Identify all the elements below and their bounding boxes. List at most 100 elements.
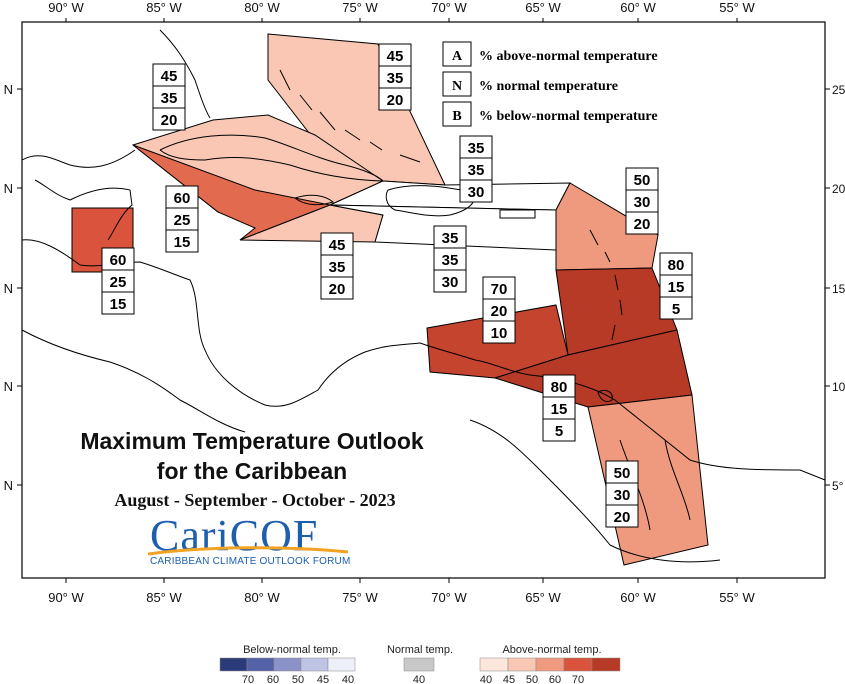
prob-value-normal: 25 [110,274,127,291]
colorbar-tick: 40 [342,674,354,684]
lon-bottom-80w: 80° W [244,590,280,605]
colorbar-above-title: Above-normal temp. [502,644,601,656]
colorbar-tick: 70 [572,674,584,684]
colorbar-tick: 60 [267,674,279,684]
colorbar-swatch [535,657,565,672]
map-title-line2: for the Caribbean [156,458,348,484]
prob-cell-below [378,87,412,111]
prob-value-above: 70 [491,281,508,298]
trinidad-coast [597,389,613,403]
lat-right-10: 10° [832,380,845,394]
key-text-a: % above-normal temperature [479,49,658,64]
lon-bottom-55w: 55° W [719,590,755,605]
lon-bottom-60w: 60° W [620,590,656,605]
lon-top-90w: 90° W [48,0,84,15]
prob-box-guianas: 50 30 20 [605,460,639,528]
lat-left-15n: N [4,281,13,296]
prob-value-below: 30 [442,274,459,291]
bahamas-islands [279,69,421,163]
lon-bottom-85w: 85° W [146,590,182,605]
prob-value-above: 45 [161,68,178,85]
prob-box-abc-islands: 70 20 10 [482,276,516,344]
prob-value-above: 50 [634,172,651,189]
colorbar-below: 70 60 50 45 40 [219,657,356,684]
prob-value-below: 5 [555,423,563,440]
colorbar-swatch [246,657,275,672]
lat-axis: N N N N N 25° 20° 15° 10° 5° [4,82,845,493]
prob-value-normal: 35 [468,162,485,179]
colorbar-below-title: Below-normal temp. [243,644,341,656]
yucatan-coast [34,179,133,241]
prob-value-above: 60 [110,252,127,269]
prob-box-trinidad-venezuela: 80 15 5 [542,374,576,442]
prob-value-normal: 25 [174,212,191,229]
florida-coast [159,29,211,119]
colorbar-tick: 60 [549,674,561,684]
prob-value-above: 50 [614,465,631,482]
colorbar-above: 40 45 50 60 70 [479,657,621,684]
prob-cell-below [165,229,199,253]
lon-top-85w: 85° W [146,0,182,15]
colorbar-swatch [300,657,329,672]
map-title-line1: Maximum Temperature Outlook [80,428,424,454]
south-america-north-coast [419,342,826,481]
prob-box-cuba: 45 35 20 [152,63,186,131]
prob-value-normal: 20 [491,303,508,320]
prob-cell-below [320,276,354,300]
prob-cell-below [152,107,186,131]
lon-top-75w: 75° W [342,0,378,15]
lesser-antilles-chain [589,229,623,341]
prob-box-cayman-west-cuba: 60 25 15 [165,185,199,253]
key-box-n [442,71,472,97]
abn-key: A % above-normal temperature N % normal … [442,41,658,127]
colorbar-tick: 50 [292,674,304,684]
lon-bottom-90w: 90° W [48,590,84,605]
colorbar-tick: 45 [317,674,329,684]
caricof-tagline: CARIBBEAN CLIMATE OUTLOOK FORUM [150,556,351,567]
lat-right-25: 25° [832,83,845,97]
prob-value-normal: 35 [329,259,346,276]
prob-box-windward-islands: 80 15 5 [659,252,693,320]
prob-value-above: 60 [174,190,191,207]
prob-value-normal: 35 [387,70,404,87]
lat-left-10n: N [4,379,13,394]
colorbar-swatch [219,657,248,672]
prob-value-above: 35 [442,230,459,247]
prob-cell-below [101,291,135,315]
lon-top-55w: 55° W [719,0,755,15]
cuba-coast [159,134,385,182]
lon-axis: 90° W 85° W 80° W 75° W 70° W 65° W 60° … [48,0,755,605]
prob-cell-below [433,269,467,293]
jamaica-coast [294,194,335,206]
coastlines [21,29,826,563]
colorbar-tick: 70 [242,674,254,684]
south-america-interior [469,419,721,563]
probability-regions [71,33,709,566]
colorbar-swatch [507,657,537,672]
prob-value-normal: 35 [442,252,459,269]
prob-box-leeward-islands: 50 30 20 [625,167,659,235]
prob-box-jamaica-south: 45 35 20 [320,232,354,300]
colorbar-swatch [563,657,593,672]
mexico-gulf-coast [21,149,136,168]
prob-value-below: 15 [110,296,127,313]
prob-cell-below [459,179,493,203]
hispaniola-coast [385,185,475,217]
key-text-n: % normal temperature [479,79,618,94]
key-text-b: % below-normal temperature [479,109,658,124]
central-america-pacific [21,329,246,433]
lon-bottom-70w: 70° W [431,590,467,605]
prob-value-above: 45 [329,237,346,254]
lon-bottom-65w: 65° W [525,590,561,605]
lat-right-20: 20° [832,182,845,196]
prob-value-below: 20 [634,216,651,233]
colorbar-swatch [479,657,509,672]
colorbar-tick: 45 [503,674,515,684]
colorbar-swatch [327,657,356,672]
lon-ticks-top [65,18,738,22]
lat-left-5n: N [4,478,13,493]
prob-value-normal: 15 [551,401,568,418]
prob-box-turks-caicos: 35 35 30 [459,135,493,203]
colorbar-tick: 50 [526,674,538,684]
prob-value-below: 20 [387,92,404,109]
